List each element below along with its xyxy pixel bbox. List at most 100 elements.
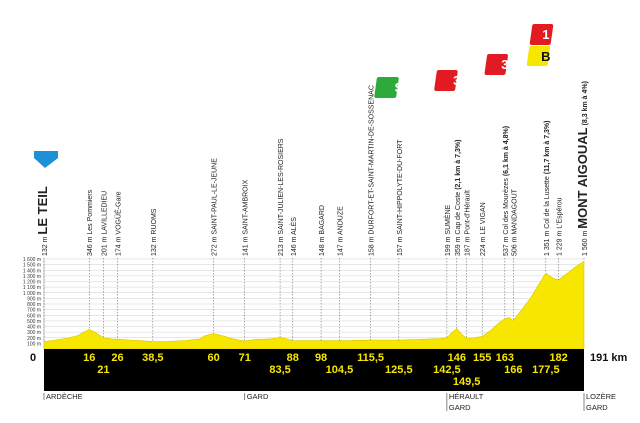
waypoint-label: 174 m VOGÜÉ-Gare — [114, 191, 123, 256]
waypoint-altitude-name: 224 m LE VIGAN — [480, 202, 487, 256]
waypoint-label: 147 m ANDUZE — [337, 206, 344, 256]
waypoint-altitude-name: 199 m SUMÈNE — [443, 204, 452, 256]
y-tick-label: 1 600 m — [23, 257, 41, 263]
km-label: 155 — [473, 352, 491, 364]
start-km-label: 0 — [30, 352, 36, 364]
km-label: 177,5 — [532, 364, 560, 376]
waypoint-label-group: 158 m DURFORT-ET-SAINT-MARTIN-DE-SOSSENA… — [369, 85, 376, 256]
main-town-name: LE TEIL — [35, 186, 50, 234]
km-label: 146 — [448, 352, 466, 364]
waypoint-label: 199 m SUMÈNE — [443, 204, 452, 256]
km-band — [44, 349, 584, 391]
waypoint-altitude-name: 346 m Les Pommiers — [87, 189, 94, 256]
km-label: 98 — [315, 352, 327, 364]
waypoint-label-group: 213 m SAINT-JULIEN-LES-ROSIERS — [278, 138, 285, 256]
waypoint-altitude-name: 132 m RUOMS — [151, 208, 158, 256]
y-tick-label: 300 m — [27, 330, 41, 336]
climb-category-label: 3 — [453, 73, 460, 88]
waypoint-label-group: 346 m Les Pommiers — [87, 189, 94, 256]
waypoint-label-group: 1 351 m Col de la Lusette(11,7 km à 7,3%… — [544, 121, 551, 256]
waypoint-label-group: 272 m SAINT-PAUL-LE-JEUNE — [212, 158, 219, 256]
km-label: 104,5 — [326, 364, 354, 376]
waypoint-altitude-name: 201 m LAVILLEDIEU — [101, 191, 108, 256]
waypoint-altitude-name: 359 m Cap de Coste — [455, 192, 462, 256]
waypoint-label-group: 132 m LE TEIL — [35, 186, 50, 256]
km-label: 163 — [496, 352, 514, 364]
km-label: 115,5 — [357, 352, 384, 364]
waypoint-label-group: 224 m LE VIGAN — [480, 202, 487, 256]
waypoint-labels: 132 m LE TEIL 346 m Les Pommiers 201 m LAV… — [35, 81, 590, 256]
climb-detail: (2,1 km à 7,3%) — [455, 140, 462, 190]
waypoint-label: 346 m Les Pommiers — [87, 189, 94, 256]
km-label: 38,5 — [142, 352, 163, 364]
km-label: 88 — [287, 352, 299, 364]
y-tick-label: 400 m — [27, 325, 41, 331]
waypoint-altitude-name: 1 560 m — [582, 229, 589, 256]
waypoint-altitude-name: 174 m VOGÜÉ-Gare — [114, 191, 123, 256]
y-tick-label: 1 500 m — [23, 263, 41, 269]
y-tick-label: 700 m — [27, 308, 41, 314]
km-label: 60 — [208, 352, 220, 364]
waypoint-label-group: 174 m VOGÜÉ-Gare — [114, 191, 123, 256]
y-gridlines — [44, 258, 584, 344]
km-label: 71 — [239, 352, 251, 364]
waypoint-altitude-name: 141 m SAINT-AMBROIX — [243, 179, 250, 256]
region-name: GARD — [247, 392, 269, 401]
elevation-profile — [43, 260, 585, 350]
km-label: 83,5 — [269, 364, 290, 376]
climb-category-marker — [529, 24, 554, 45]
waypoint-label: 1 351 m Col de la Lusette(11,7 km à 7,3%… — [544, 121, 551, 256]
waypoint-label: 201 m LAVILLEDIEU — [101, 191, 108, 256]
y-tick-label: 800 m — [27, 302, 41, 308]
waypoint-altitude-name: 537 m Col des Mourèzes — [503, 178, 510, 256]
waypoint-label-group: 506 m MANDAGOUT — [511, 188, 518, 256]
waypoint-altitude-name: 157 m SAINT-HIPPOLYTE-DU-FORT — [397, 139, 404, 256]
waypoint-altitude-name: 147 m ANDUZE — [337, 206, 344, 256]
km-label: 149,5 — [453, 376, 481, 388]
waypoint-label: 213 m SAINT-JULIEN-LES-ROSIERS — [278, 138, 285, 256]
sprint-marker-label: S — [394, 80, 403, 95]
climb-detail: (11,7 km à 7,3%) — [544, 121, 551, 175]
profile-area-layer — [43, 260, 585, 350]
waypoint-label: 187 m Pont-d'Hérault — [465, 190, 472, 256]
km-label: 26 — [111, 352, 123, 364]
km-label: 125,5 — [385, 364, 413, 376]
waypoint-altitude-name: 506 m MANDAGOUT — [511, 188, 518, 256]
y-tick-label: 600 m — [27, 313, 41, 319]
y-tick-label: 200 m — [27, 336, 41, 342]
region-name: HÉRAULT — [449, 392, 484, 401]
waypoint-label: 157 m SAINT-HIPPOLYTE-DU-FORT — [397, 139, 404, 256]
waypoint-label: 141 m SAINT-AMBROIX — [243, 179, 250, 256]
waypoint-altitude-name: 148 m BAGARD — [319, 205, 326, 256]
waypoint-label-group: 537 m Col des Mourèzes (6,1 km à 4,8%) — [503, 126, 510, 256]
sprint-marker — [374, 77, 399, 98]
waypoint-label: 537 m Col des Mourèzes (6,1 km à 4,8%) — [503, 126, 510, 256]
km-label: 21 — [97, 364, 109, 376]
y-tick-label: 900 m — [27, 296, 41, 302]
bonus-marker — [526, 46, 551, 66]
y-tick-label: 1 200 m — [23, 280, 41, 286]
bonus-marker-label: B — [541, 49, 550, 64]
climb-category-marker — [434, 70, 458, 91]
waypoint-label-group: 132 m RUOMS — [151, 208, 158, 256]
waypoint-altitude-name: 272 m SAINT-PAUL-LE-JEUNE — [212, 158, 219, 256]
end-km-label: 191 km — [590, 352, 628, 364]
km-label: 142,5 — [433, 364, 461, 376]
waypoint-label-group: 1 560 m MONT AIGOUAL (8,3 km à 4%) — [575, 81, 590, 256]
waypoint-altitude-name: 158 m DURFORT-ET-SAINT-MARTIN-DE-SOSSENA… — [369, 85, 376, 256]
waypoint-altitude-name: 187 m Pont-d'Hérault — [465, 190, 472, 256]
region-sub-name: GARD — [586, 403, 608, 412]
waypoint-label: 1 229 m L'Espérou — [557, 197, 564, 256]
main-town-name: MONT AIGOUAL — [575, 127, 590, 228]
y-tick-label: 1 000 m — [23, 291, 41, 297]
waypoint-label: 132 m RUOMS — [151, 208, 158, 256]
waypoint-label-group: 1 229 m L'Espérou — [557, 197, 564, 256]
climb-category-marker — [484, 54, 508, 75]
start-flag-icon — [34, 151, 58, 168]
waypoint-label: 506 m MANDAGOUT — [511, 188, 518, 256]
waypoint-label-group: 359 m Cap de Coste (2,1 km à 7,3%) — [455, 140, 462, 256]
waypoint-label-group: 199 m SUMÈNE — [443, 204, 452, 256]
y-tick-label: 1 400 m — [23, 268, 41, 274]
waypoint-altitude-name: 1 229 m L'Espérou — [557, 197, 564, 256]
